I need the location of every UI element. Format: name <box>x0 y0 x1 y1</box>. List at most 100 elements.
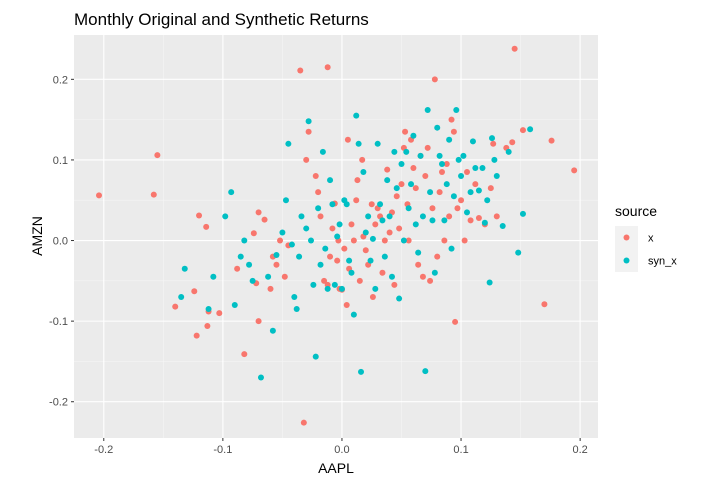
point-syn-x <box>178 293 185 300</box>
point-syn-x <box>312 353 319 360</box>
point-x <box>419 273 426 280</box>
point-x <box>196 212 203 219</box>
point-syn-x <box>305 118 312 125</box>
point-syn-x <box>379 217 386 224</box>
point-x <box>448 116 455 123</box>
point-syn-x <box>293 306 300 313</box>
point-syn-x <box>334 233 341 240</box>
point-syn-x <box>393 185 400 192</box>
point-syn-x <box>241 237 248 244</box>
point-x <box>329 225 336 232</box>
legend-label: syn_x <box>648 256 677 268</box>
point-syn-x <box>458 173 465 180</box>
point-syn-x <box>343 201 350 208</box>
point-syn-x <box>228 189 235 196</box>
point-x <box>350 237 357 244</box>
legend-item-syn-x: syn_x <box>615 249 677 272</box>
point-x <box>267 285 274 292</box>
point-x <box>379 269 386 276</box>
point-syn-x <box>279 229 286 236</box>
x-tick-label: 0.2 <box>572 444 587 456</box>
point-syn-x <box>298 213 305 220</box>
point-x <box>324 64 331 71</box>
point-x <box>487 185 494 192</box>
point-x <box>241 351 248 358</box>
point-syn-x <box>441 217 448 224</box>
point-x <box>450 128 457 135</box>
point-x <box>277 237 284 244</box>
point-x <box>541 301 548 308</box>
point-x <box>193 332 200 339</box>
point-x <box>415 261 422 268</box>
point-x <box>297 67 304 74</box>
point-syn-x <box>515 249 522 256</box>
point-syn-x <box>467 189 474 196</box>
point-x <box>424 144 431 151</box>
point-x <box>281 273 288 280</box>
point-x <box>348 221 355 228</box>
point-syn-x <box>291 293 298 300</box>
point-syn-x <box>360 169 367 176</box>
point-x <box>472 181 479 188</box>
point-syn-x <box>324 285 331 292</box>
major-gridlines <box>74 35 598 438</box>
point-syn-x <box>362 229 369 236</box>
point-x <box>393 193 400 200</box>
y-tick-label: -0.1 <box>49 316 68 328</box>
point-syn-x <box>249 277 256 284</box>
point-syn-x <box>329 201 336 208</box>
point-syn-x <box>348 269 355 276</box>
point-x <box>548 137 555 144</box>
point-x <box>396 225 403 232</box>
point-syn-x <box>410 132 417 139</box>
point-syn-x <box>269 327 276 334</box>
point-syn-x <box>315 205 322 212</box>
point-syn-x <box>464 209 470 216</box>
point-x <box>261 216 268 223</box>
point-syn-x <box>412 221 419 228</box>
point-x <box>96 192 103 199</box>
point-syn-x <box>327 177 334 184</box>
point-x <box>511 45 518 52</box>
point-x <box>391 281 398 288</box>
point-syn-x <box>429 217 436 224</box>
point-x <box>317 213 324 220</box>
point-syn-x <box>222 213 229 220</box>
point-x <box>434 253 441 260</box>
x-tick-label: -0.2 <box>94 444 113 456</box>
point-x <box>372 221 379 228</box>
point-syn-x <box>386 213 393 220</box>
point-syn-x <box>384 177 391 184</box>
point-x <box>343 302 350 309</box>
point-syn-x <box>307 237 314 244</box>
point-syn-x <box>303 225 310 232</box>
point-syn-x <box>424 106 431 113</box>
point-syn-x <box>391 148 398 155</box>
point-x <box>431 76 438 83</box>
legend-key-point <box>623 234 630 241</box>
point-syn-x <box>460 152 467 159</box>
data-points <box>96 45 578 426</box>
point-syn-x <box>369 235 376 242</box>
point-syn-x <box>431 269 438 276</box>
point-syn-x <box>338 285 345 292</box>
point-syn-x <box>453 106 460 113</box>
point-syn-x <box>310 281 317 288</box>
point-x <box>467 217 474 224</box>
point-syn-x <box>288 241 295 248</box>
legend-item-x: x <box>615 226 654 249</box>
point-x <box>427 277 434 284</box>
point-x <box>493 213 500 220</box>
point-syn-x <box>427 189 434 196</box>
y-tick-label: 0.1 <box>53 155 68 167</box>
point-syn-x <box>231 302 238 309</box>
point-x <box>203 223 210 230</box>
point-x <box>441 237 448 244</box>
point-syn-x <box>346 257 353 264</box>
point-x <box>422 173 429 180</box>
chart-title: Monthly Original and Synthetic Returns <box>74 10 369 29</box>
point-x <box>359 156 366 163</box>
point-syn-x <box>237 253 244 260</box>
point-syn-x <box>505 148 512 155</box>
